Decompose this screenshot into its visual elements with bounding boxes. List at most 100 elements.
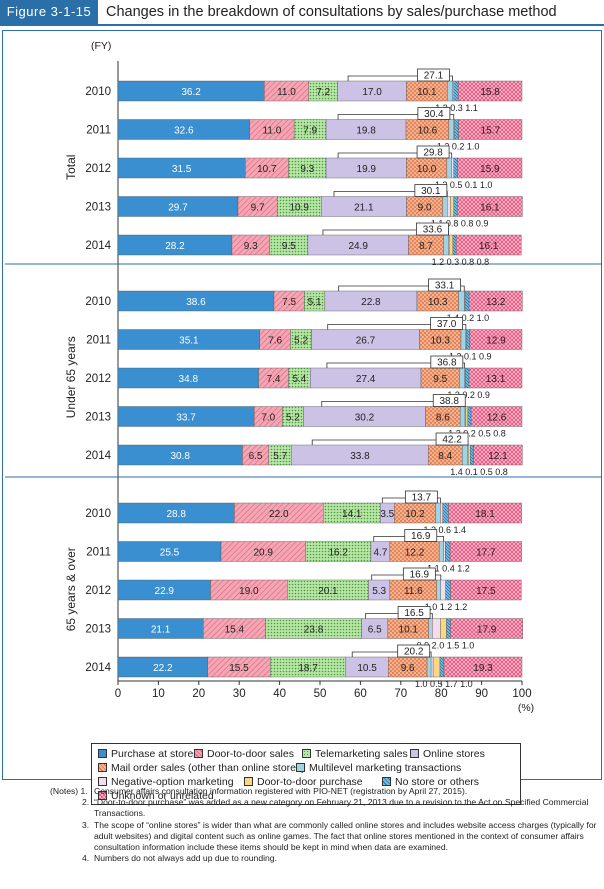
legend-item: Door-to-door purchase: [244, 776, 363, 788]
data-label: 9.7: [251, 202, 265, 213]
bar-segment: [447, 196, 451, 217]
legend-item: Purchase at stores: [98, 748, 199, 760]
legend-label: Door-to-door purchase: [257, 776, 363, 788]
bar-segment: [436, 579, 441, 601]
boxed-total-label: 33.6: [423, 225, 443, 236]
boxed-total: [397, 606, 431, 619]
bar-segment: [440, 579, 446, 601]
data-label: 10.2: [405, 509, 425, 520]
data-label: 10.3: [430, 335, 450, 346]
legend-swatch: [98, 749, 107, 758]
data-label: 10.1: [399, 624, 419, 635]
small-values-label: 1.4 0.2 1.0: [447, 313, 490, 323]
bar-segment: [432, 618, 441, 639]
data-label: 19.8: [356, 125, 376, 136]
bar-segment: [464, 290, 470, 312]
boxed-total: [417, 68, 450, 82]
data-label: 9.5: [282, 241, 296, 252]
data-label: 29.7: [168, 202, 188, 213]
data-label: 10.3: [428, 297, 448, 308]
data-label: 15.4: [225, 624, 245, 635]
x-tick-label: 50: [314, 688, 327, 700]
data-label: 10.9: [289, 202, 309, 213]
bar-segment: [455, 234, 522, 256]
legend-item: Door-to-door sales: [194, 748, 294, 760]
boxed-total-label: 16.5: [404, 608, 424, 619]
x-tick-label: 60: [354, 688, 367, 700]
data-label: 15.7: [481, 125, 501, 136]
bar-segment: [450, 579, 522, 601]
data-label: 10.5: [357, 663, 377, 674]
data-label: 5.2: [294, 335, 308, 346]
data-label: 34.8: [179, 374, 199, 385]
data-label: 12.9: [486, 335, 506, 346]
boxed-total-label: 30.4: [424, 109, 444, 120]
bar-segment: [448, 502, 522, 524]
data-label: 7.9: [303, 125, 317, 136]
legend-swatch: [244, 777, 253, 786]
boxed-total: [416, 222, 449, 236]
bracket-line: [337, 152, 453, 158]
data-label: 30.8: [170, 451, 190, 462]
legend-item: Unknown or unrelated: [98, 790, 214, 802]
data-label: 18.1: [475, 509, 495, 520]
data-label: 33.7: [176, 412, 196, 423]
bracket-line: [337, 114, 455, 120]
bar-segment: [440, 618, 447, 639]
data-label: 20.9: [254, 547, 274, 558]
data-label: 33.8: [350, 451, 370, 462]
bar-segment: [451, 157, 454, 179]
group-label: Total: [64, 155, 78, 180]
data-label: 8.4: [438, 451, 452, 462]
figure-title: Changes in the breakdown of consultation…: [106, 4, 557, 20]
data-label: 14.1: [342, 509, 362, 520]
note-number: 4.: [82, 853, 90, 864]
legend-label: Mail order sales (other than online stor…: [111, 762, 305, 774]
data-label: 12.1: [488, 451, 508, 462]
data-label: 11.6: [404, 586, 423, 597]
legend-label: No store or others: [395, 776, 480, 788]
data-label: 20.1: [318, 586, 338, 597]
x-tick-label: 30: [233, 688, 246, 700]
data-label: 9.6: [401, 663, 415, 674]
bracket-line: [351, 651, 432, 657]
year-label: 2010: [85, 296, 111, 308]
data-label: 36.2: [181, 87, 201, 98]
small-values-label: 1.1 0.8 0.8 0.9: [431, 219, 489, 229]
bar-segment: [448, 119, 454, 140]
bar-segment: [432, 656, 441, 678]
legend-swatch: [302, 749, 311, 758]
small-values-label: 1.4 0.1 0.5 0.8: [450, 467, 508, 477]
data-label: 22.2: [153, 663, 173, 674]
note-row: 3. The scope of “online stores” is wider …: [50, 820, 598, 854]
data-label: 19.3: [473, 663, 493, 674]
data-label: 12.6: [487, 412, 507, 423]
data-label: 10.1: [417, 87, 437, 98]
data-label: 35.1: [179, 335, 199, 346]
year-label: 2011: [86, 547, 111, 559]
year-label: 2013: [85, 624, 111, 636]
note-text: Consumer affairs consultation informatio…: [94, 786, 468, 796]
data-label: 22.9: [155, 586, 175, 597]
x-tick-label: 80: [435, 688, 448, 700]
year-label: 2012: [85, 373, 111, 385]
year-label: 2014: [85, 240, 111, 252]
data-label: 16.1: [479, 241, 499, 252]
fy-label: (FY): [91, 40, 111, 52]
year-label: 2011: [86, 335, 111, 347]
data-label: 11.0: [277, 87, 296, 98]
data-label: 19.9: [357, 164, 377, 175]
data-label: 28.8: [166, 509, 186, 520]
note-number: 3.: [82, 819, 90, 830]
data-label: 7.0: [261, 412, 275, 423]
boxed-total: [430, 355, 464, 369]
data-label: 28.2: [165, 241, 185, 252]
boxed-total: [428, 278, 461, 292]
data-label: 19.0: [239, 586, 259, 597]
small-values-label: 1.2 0.3 0.8 0.8: [432, 257, 490, 267]
bar-segment: [438, 541, 444, 562]
small-values-label: 1.2 0.2 1.0: [437, 142, 480, 152]
legend-item: No store or others: [382, 776, 479, 788]
legend-swatch: [98, 763, 107, 772]
bracket-line: [347, 75, 453, 81]
